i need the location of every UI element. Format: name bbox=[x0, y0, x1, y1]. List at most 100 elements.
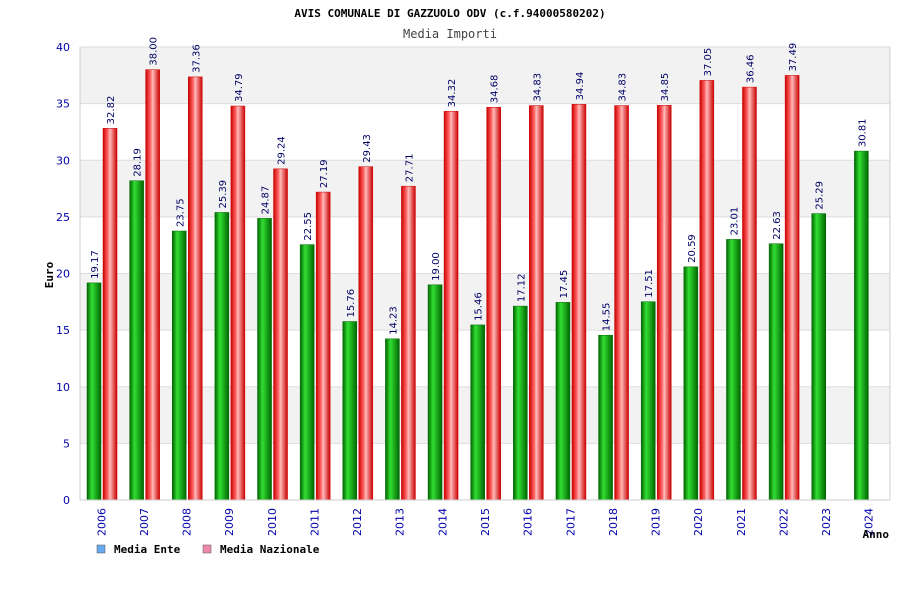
bar-media-ente bbox=[257, 218, 272, 501]
bar-media-nazionale bbox=[230, 105, 246, 501]
bar-media-nazionale bbox=[699, 80, 715, 501]
bar-media-nazionale bbox=[443, 111, 459, 501]
bar-media-ente bbox=[470, 324, 485, 501]
data-label: 36.46 bbox=[745, 54, 756, 83]
legend-swatch bbox=[96, 544, 106, 554]
data-label: 37.49 bbox=[788, 43, 799, 72]
y-tick-label: 5 bbox=[63, 437, 70, 450]
x-tick-label: 2023 bbox=[820, 508, 833, 536]
data-label: 38.00 bbox=[149, 37, 160, 66]
data-label: 34.85 bbox=[660, 73, 671, 102]
bar-media-ente bbox=[299, 244, 315, 501]
data-label: 27.19 bbox=[319, 159, 330, 188]
x-tick-label: 2017 bbox=[564, 508, 577, 536]
data-label: 22.55 bbox=[303, 212, 314, 241]
y-tick-label: 10 bbox=[56, 381, 70, 394]
data-label: 29.24 bbox=[277, 136, 288, 165]
bar-media-ente bbox=[726, 239, 741, 501]
data-label: 14.23 bbox=[388, 306, 399, 335]
x-tick-label: 2006 bbox=[95, 508, 108, 536]
bar-media-nazionale bbox=[145, 69, 160, 501]
x-tick-label: 2009 bbox=[223, 508, 236, 536]
bar-media-ente bbox=[598, 334, 613, 501]
x-tick-label: 2020 bbox=[692, 508, 705, 536]
legend-label: Media Nazionale bbox=[220, 543, 320, 556]
x-tick-label: 2011 bbox=[308, 508, 321, 536]
data-label: 27.71 bbox=[404, 154, 415, 183]
bar-media-ente bbox=[768, 243, 784, 501]
data-label: 34.68 bbox=[490, 75, 501, 104]
legend-swatch bbox=[202, 544, 212, 554]
bar-media-ente bbox=[427, 284, 443, 501]
data-label: 34.83 bbox=[618, 73, 629, 102]
data-label: 19.17 bbox=[90, 250, 101, 279]
y-tick-label: 0 bbox=[63, 494, 70, 507]
bar-media-ente bbox=[385, 338, 400, 501]
bar-media-nazionale bbox=[784, 75, 800, 501]
bar-media-nazionale bbox=[358, 166, 374, 501]
data-label: 15.46 bbox=[474, 292, 485, 321]
data-label: 25.29 bbox=[815, 181, 826, 210]
y-axis: 0 5 10 15 20 25 30 35 40 bbox=[56, 41, 891, 507]
chart-title: AVIS COMUNALE DI GAZZUOLO ODV (c.f.94000… bbox=[294, 7, 605, 20]
bar-media-ente bbox=[342, 321, 358, 501]
x-tick-label: 2018 bbox=[607, 508, 620, 536]
x-tick-label: 2013 bbox=[394, 508, 407, 536]
bar-media-ente bbox=[129, 180, 144, 501]
legend-label: Media Ente bbox=[114, 543, 181, 556]
data-label: 37.36 bbox=[191, 44, 202, 73]
data-label: 23.75 bbox=[175, 198, 186, 227]
legend: Media Ente Media Nazionale bbox=[96, 543, 320, 556]
y-tick-label: 35 bbox=[56, 98, 70, 111]
y-axis-label: Euro bbox=[43, 261, 56, 288]
x-tick-label: 2012 bbox=[351, 508, 364, 536]
data-label: 19.00 bbox=[431, 252, 442, 281]
data-label: 23.01 bbox=[729, 207, 740, 236]
bar-media-nazionale bbox=[571, 104, 587, 501]
x-tick-label: 2024 bbox=[863, 508, 876, 536]
bar-media-ente bbox=[683, 266, 699, 501]
data-label: 25.39 bbox=[218, 180, 229, 209]
bar-media-ente bbox=[86, 282, 102, 501]
y-tick-label: 25 bbox=[56, 211, 70, 224]
y-tick-label: 30 bbox=[56, 154, 70, 167]
data-label: 37.05 bbox=[703, 48, 714, 77]
data-labels: 19.17 28.19 23.75 25.39 24.87 22.55 15.76 14.23… bbox=[90, 37, 868, 335]
data-label: 22.63 bbox=[772, 211, 783, 240]
y-tick-label: 15 bbox=[56, 324, 70, 337]
data-label: 17.51 bbox=[644, 269, 655, 298]
data-label: 34.32 bbox=[447, 79, 458, 108]
x-tick-label: 2014 bbox=[436, 508, 449, 536]
bar-media-ente bbox=[811, 213, 826, 501]
bar-media-nazionale bbox=[273, 168, 288, 501]
bar-media-nazionale bbox=[656, 105, 672, 501]
bar-media-ente bbox=[172, 230, 187, 501]
x-tick-label: 2010 bbox=[266, 508, 279, 536]
x-tick-label: 2008 bbox=[181, 508, 194, 536]
bar-media-nazionale bbox=[102, 128, 118, 501]
x-tick-label: 2021 bbox=[735, 508, 748, 536]
data-label: 14.55 bbox=[602, 303, 613, 332]
bar-media-nazionale bbox=[529, 105, 544, 501]
y-tick-label: 40 bbox=[56, 41, 70, 54]
bar-media-ente bbox=[854, 150, 869, 501]
bar-media-nazionale bbox=[315, 191, 331, 501]
x-tick-label: 2019 bbox=[650, 508, 663, 536]
data-label: 29.43 bbox=[362, 134, 373, 163]
data-label: 17.12 bbox=[516, 273, 527, 302]
x-axis-label: Anno bbox=[863, 528, 890, 541]
bar-media-nazionale bbox=[401, 185, 416, 501]
bar-media-nazionale bbox=[742, 86, 757, 501]
data-label: 24.87 bbox=[261, 186, 272, 215]
x-axis: 2006 2007 2008 2009 2010 2011 2012 2013 2014 2015… bbox=[95, 508, 875, 536]
bar-media-nazionale bbox=[614, 105, 629, 501]
data-label: 34.79 bbox=[234, 73, 245, 102]
data-label: 34.83 bbox=[532, 73, 543, 102]
chart-subtitle: Media Importi bbox=[403, 27, 497, 41]
y-tick-label: 20 bbox=[56, 268, 70, 281]
x-tick-label: 2016 bbox=[522, 508, 535, 536]
bar-media-nazionale bbox=[188, 76, 203, 501]
bar-media-ente bbox=[513, 305, 528, 501]
data-label: 34.94 bbox=[575, 72, 586, 101]
